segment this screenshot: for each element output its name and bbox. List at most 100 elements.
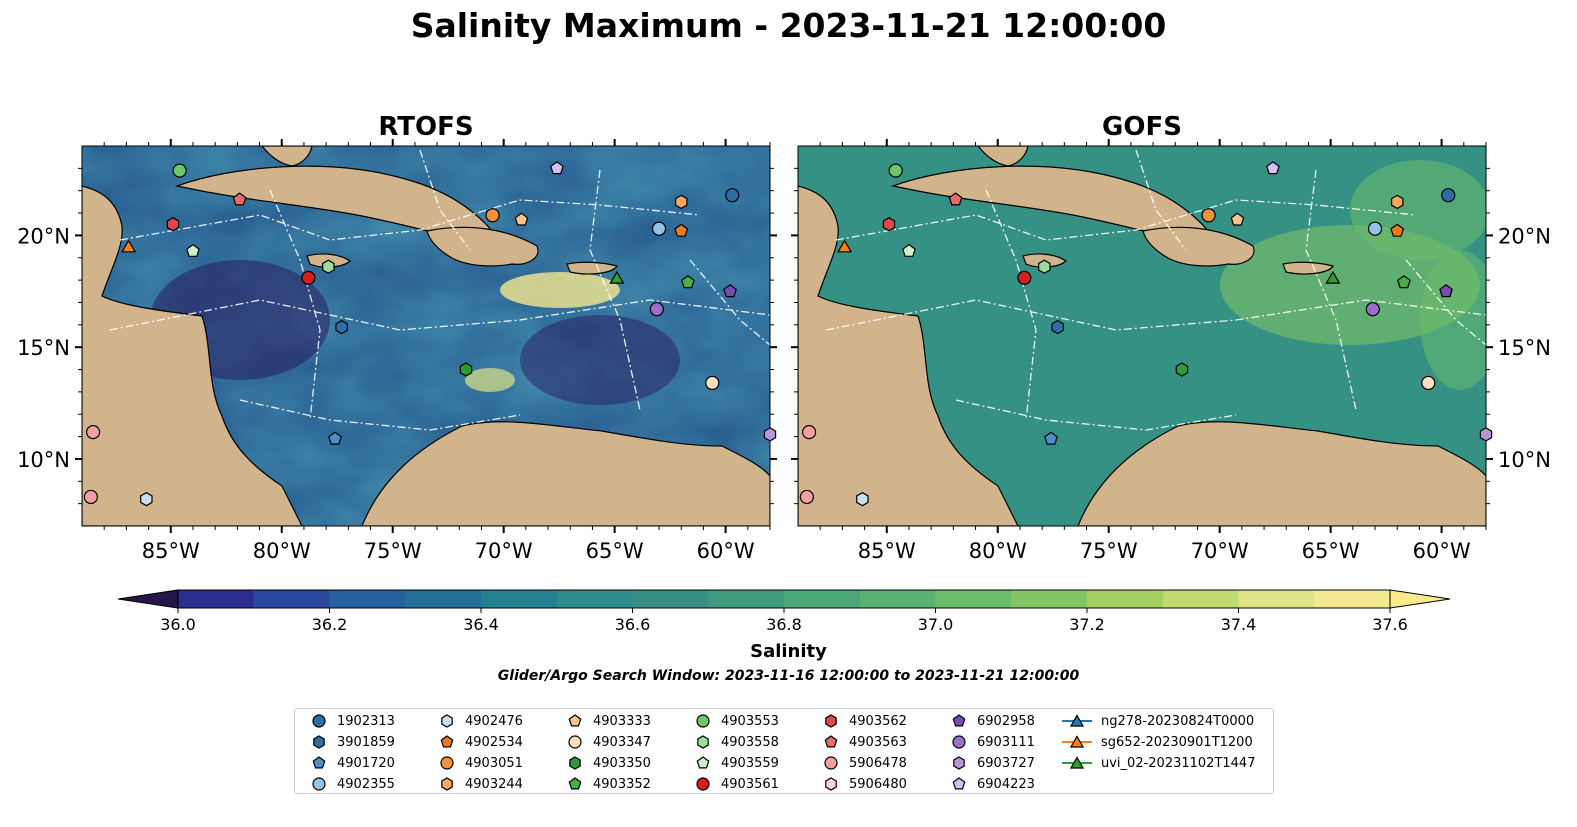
lon-tick-label: 65°W — [586, 539, 644, 563]
colorbar-segment — [1238, 590, 1315, 608]
gofs-observation-marker — [1439, 284, 1453, 298]
lat-tick-label: 10°N — [1498, 448, 1551, 472]
legend-item: 4903553 — [693, 711, 779, 731]
rtofs-observation-marker — [186, 243, 200, 257]
colorbar-segment — [1162, 590, 1239, 608]
legend-label: sg652-20230901T1200 — [1101, 734, 1253, 750]
rtofs-observation-marker — [514, 212, 529, 226]
rtofs-observation-marker — [322, 259, 335, 274]
rtofs-observation-marker — [674, 194, 688, 210]
colorbar-tick-label: 36.4 — [463, 615, 499, 634]
colorbar-segment — [632, 590, 709, 608]
gofs-observation-marker — [1479, 427, 1493, 442]
gofs-observation-marker — [1017, 270, 1032, 285]
colorbar-segment — [784, 590, 861, 608]
colorbar-segment — [329, 590, 406, 608]
lon-tick-label: 70°W — [475, 539, 533, 563]
rtofs-observation-marker — [550, 161, 564, 175]
lon-tick-label: 75°W — [1080, 539, 1138, 563]
gofs-observation-marker — [801, 425, 817, 440]
legend-item: sg652-20230901T1200 — [1061, 732, 1253, 752]
gofs-observation-marker — [882, 217, 896, 232]
gofs-observation-marker — [1421, 375, 1436, 391]
legend-marker — [569, 756, 581, 770]
legend-label: 4903562 — [849, 713, 907, 729]
legend-label: 4903553 — [721, 713, 779, 729]
legend-item: 6903111 — [949, 732, 1035, 752]
lon-tick-label: 75°W — [364, 539, 422, 563]
colorbar-segment — [1087, 590, 1164, 608]
rtofs-observation-marker — [459, 362, 473, 377]
rtofs-observation-marker — [328, 431, 342, 445]
legend-label: 4903350 — [593, 755, 651, 771]
rtofs-observation-marker — [763, 427, 777, 442]
legend-item: 4902355 — [309, 774, 395, 794]
gofs-observation-marker — [1266, 161, 1280, 175]
legend-label: uvi_02-20231102T1447 — [1101, 755, 1256, 771]
gofs-observation-marker — [1396, 275, 1411, 289]
colorbar-segment — [1011, 590, 1088, 608]
legend-marker — [440, 735, 454, 748]
legend-item: 4903352 — [565, 774, 651, 794]
gofs-observation-marker — [1365, 302, 1380, 317]
colorbar-segment — [253, 590, 330, 608]
gofs-observation-marker — [1175, 362, 1189, 377]
legend-marker — [568, 714, 582, 727]
legend-marker — [1069, 714, 1085, 727]
legend-label: 4903347 — [593, 734, 651, 750]
lat-tick-label: 15°N — [1498, 336, 1551, 360]
gofs-observation-marker — [1044, 431, 1058, 445]
colorbar-tick-label: 37.2 — [1069, 615, 1105, 634]
search-window-caption: Glider/Argo Search Window: 2023-11-16 12… — [497, 668, 1080, 684]
legend-item: 4903051 — [437, 753, 523, 773]
gofs-observation-marker — [799, 489, 814, 505]
legend-label: 4902476 — [465, 713, 523, 729]
rtofs-observation-marker — [723, 284, 737, 298]
legend-label: 1902313 — [337, 713, 395, 729]
gofs-observation-marker — [856, 492, 869, 507]
colorbar-segment — [1314, 590, 1391, 608]
gofs-observation-marker — [1367, 221, 1383, 236]
legend-item: 6904223 — [949, 774, 1035, 794]
rtofs-observation-marker — [485, 208, 500, 223]
colorbar-label: Salinity — [750, 641, 827, 662]
legend-marker — [312, 777, 326, 791]
rtofs-observation-marker — [232, 192, 247, 206]
legend-label: 6903727 — [977, 755, 1035, 771]
lon-tick-label: 60°W — [697, 539, 755, 563]
legend-marker — [952, 777, 966, 790]
rtofs-observation-marker — [85, 425, 101, 440]
map-rtofs — [81, 145, 771, 527]
legend-label: 4903563 — [849, 734, 907, 750]
legend-item: 6903727 — [949, 753, 1035, 773]
legend-marker — [441, 714, 453, 728]
legend-label: 5906480 — [849, 776, 907, 792]
lon-tick-label: 65°W — [1302, 539, 1360, 563]
legend-label: 4902355 — [337, 776, 395, 792]
colorbar-tick-label: 37.4 — [1221, 615, 1257, 634]
legend-marker — [952, 714, 966, 727]
legend-marker — [568, 735, 582, 749]
legend-marker — [953, 756, 965, 770]
legend-marker — [441, 777, 453, 791]
lat-tick-label: 20°N — [17, 224, 70, 248]
lat-tick-label: 20°N — [1498, 224, 1551, 248]
legend-item: 4903244 — [437, 774, 523, 794]
legend-marker — [313, 735, 325, 749]
colorbar: 36.0 36.2 36.4 36.6 36.8 37.0 37.2 37.4 37.6 — [117, 589, 1451, 634]
colorbar-segment — [708, 590, 785, 608]
legend-marker — [824, 735, 838, 748]
lat-tick-label: 10°N — [17, 448, 70, 472]
legend-item: 4903558 — [693, 732, 779, 752]
rtofs-observation-marker — [121, 239, 137, 253]
gofs-observation-marker — [1038, 259, 1051, 274]
colorbar-tick-label: 36.0 — [160, 615, 196, 634]
legend-label: 6904223 — [977, 776, 1035, 792]
legend-label: 4903559 — [721, 755, 779, 771]
legend-item: 4903561 — [693, 774, 779, 794]
legend-label: 4903333 — [593, 713, 651, 729]
legend-marker — [568, 777, 582, 790]
legend-marker — [825, 714, 837, 728]
colorbar-over-arrow — [1389, 589, 1451, 609]
gofs-observation-marker — [1390, 223, 1405, 237]
